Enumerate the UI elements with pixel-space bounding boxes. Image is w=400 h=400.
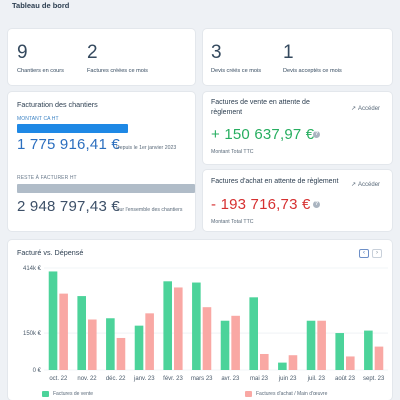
stat-factures-creees: 2 [87, 42, 98, 63]
help-icon[interactable]: ? [313, 131, 320, 138]
x-tick-label: août 23 [335, 376, 356, 382]
stat-chantiers-label: Chantiers en cours [17, 68, 64, 74]
stat-devis-crees-label: Devis créés ce mois [211, 68, 262, 74]
bar-vente [77, 296, 86, 370]
montant-ca-bar [17, 124, 128, 133]
stat-devis-acceptes: 1 [283, 42, 294, 63]
factures-achat-caption: Montant Total TTC [211, 219, 254, 225]
bar-achat [202, 307, 212, 370]
factures-vente-caption: Montant Total TTC [211, 149, 254, 155]
factures-achat-amount: - 193 716,73 € [211, 196, 311, 213]
montant-ca-note: Depuis le 1er janvier 2023 [116, 145, 177, 151]
y-tick-label: 414k € [23, 266, 42, 272]
bar-vente [278, 362, 287, 370]
x-tick-label: juin 23 [278, 376, 297, 382]
x-tick-label: juil. 23 [307, 376, 326, 382]
bar-achat [59, 293, 68, 370]
bar-vente [249, 297, 258, 370]
bar-achat [346, 356, 355, 370]
factures-vente-title: Factures de vente en attente de règlemen… [211, 99, 310, 116]
bar-achat [260, 353, 269, 370]
legend-swatch-vente [42, 391, 49, 397]
chart-card: Facturé vs. Dépensé ‹ › 0 € 150k € 414k € o… [8, 240, 392, 400]
stat-chantiers-en-cours: 9 [17, 42, 28, 63]
factures-achat-card: Factures d'achat en attente de règlement… [203, 170, 392, 231]
bar-achat [288, 355, 298, 370]
x-tick-label: nov. 22 [77, 376, 97, 382]
bar-achat [174, 287, 183, 370]
legend-swatch-achat [245, 391, 252, 397]
x-tick-label: mars 23 [191, 376, 213, 382]
y-tick-label: 0 € [33, 368, 42, 374]
external-link-icon: ↗ [351, 106, 357, 112]
legend-label-achat: Factures d'achat / Main d'œuvre [256, 391, 328, 397]
x-tick-label: déc. 22 [106, 376, 126, 382]
bar-vente [134, 325, 144, 370]
x-tick-label: sept. 23 [363, 376, 385, 382]
bar-vente [335, 333, 344, 370]
y-tick-label: 150k € [23, 331, 42, 337]
legend-item-achat[interactable]: Factures d'achat / Main d'œuvre [245, 391, 327, 397]
legend-label-vente: Factures de vente [53, 391, 94, 397]
x-tick-label: févr. 23 [163, 376, 183, 382]
bar-chart: 0 € 150k € 414k € oct. 22 nov. 22 déc. 22 janv… [23, 266, 388, 382]
bar-achat [374, 346, 384, 370]
legend-item-vente[interactable]: Factures de vente [42, 391, 93, 397]
reste-a-facturer-note: Sur l'ensemble des chantiers [116, 207, 183, 213]
x-tick-label: oct. 22 [49, 376, 68, 382]
bar-achat [231, 315, 240, 370]
x-tick-label: avr. 23 [221, 376, 240, 382]
factures-achat-title: Factures d'achat en attente de règlement [211, 178, 339, 185]
montant-ca-value: 1 775 916,41 € [17, 136, 120, 153]
bar-vente [192, 282, 201, 370]
montant-ca-label: MONTANT CA HT [17, 116, 59, 122]
factures-vente-card: Factures de vente en attente de règlemen… [203, 92, 392, 164]
reste-a-facturer-label: RESTE À FACTURER HT [17, 175, 77, 181]
chart-title: Facturé vs. Dépensé [17, 248, 84, 257]
bar-vente [48, 271, 58, 370]
stats-card-right: 3 Devis créés ce mois 1 Devis acceptés c… [203, 29, 392, 85]
bar-achat [88, 319, 97, 370]
factures-vente-amount: + 150 637,97 € [211, 126, 315, 143]
facturation-title: Facturation des chantiers [17, 100, 98, 109]
x-tick-label: mai 23 [250, 376, 269, 382]
bar-vente [364, 330, 373, 370]
x-tick-label: janv. 23 [133, 376, 155, 382]
bar-vente [306, 320, 316, 370]
bar-achat [317, 320, 326, 370]
facturation-card: Facturation des chantiers MONTANT CA HT … [8, 92, 195, 231]
stat-devis-crees: 3 [211, 42, 222, 63]
factures-achat-link-label: Accéder [358, 181, 381, 188]
reste-a-facturer-value: 2 948 797,43 € [17, 198, 120, 215]
chart-prev-button[interactable]: ‹ [359, 249, 369, 258]
bar-vente [163, 281, 172, 370]
bar-achat [145, 313, 154, 370]
factures-vente-link[interactable]: ↗ Accéder [351, 105, 381, 113]
stat-devis-acceptes-label: Devis acceptés ce mois [283, 68, 342, 74]
chart-next-button[interactable]: › [372, 249, 382, 258]
top-bar: Tableau de bord [0, 0, 400, 18]
factures-vente-link-label: Accéder [358, 105, 381, 112]
factures-achat-link[interactable]: ↗ Accéder [351, 181, 381, 189]
help-icon[interactable]: ? [313, 201, 320, 208]
stats-card-left: 9 Chantiers en cours 2 Factures créées c… [8, 29, 195, 85]
bar-achat [116, 337, 126, 370]
bar-vente [106, 318, 115, 370]
reste-a-facturer-bar [17, 184, 195, 193]
bar-vente [220, 320, 230, 370]
page-title: Tableau de bord [12, 1, 70, 10]
stat-factures-label: Factures créées ce mois [87, 68, 148, 74]
external-link-icon: ↗ [351, 182, 357, 188]
